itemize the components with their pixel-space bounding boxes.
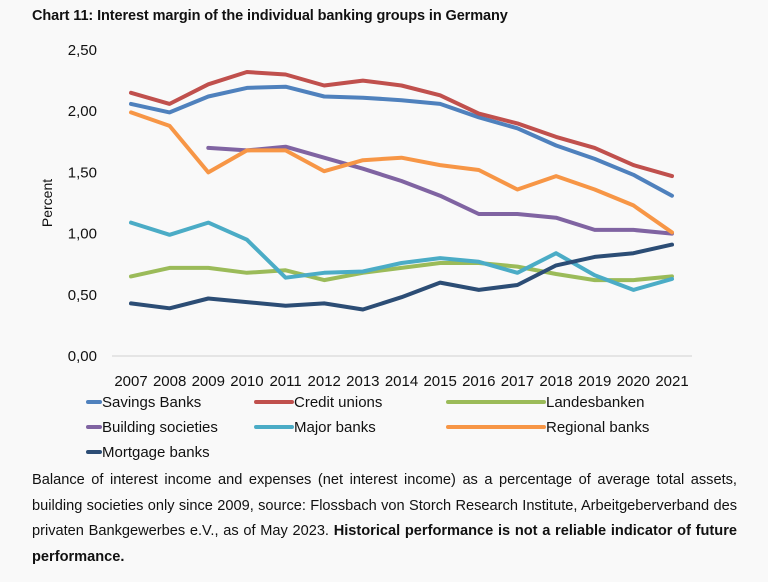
chart-caption: Balance of interest income and expenses … bbox=[32, 468, 737, 570]
x-tick-label: 2008 bbox=[153, 373, 186, 390]
x-axis: 2007 2008 2009 2010 2011 2012 2013 2014 2015 2016… bbox=[114, 373, 688, 390]
x-tick-label: 2014 bbox=[385, 373, 418, 390]
series-line-savings-banks bbox=[129, 84, 674, 198]
x-tick-label: 2017 bbox=[501, 373, 534, 390]
legend-label: Mortgage banks bbox=[102, 444, 210, 461]
y-axis: 0,00 0,50 1,00 1,50 2,00 2,50 bbox=[68, 42, 97, 365]
y-tick-label: 2,50 bbox=[68, 42, 97, 59]
legend-label: Building societies bbox=[102, 419, 218, 436]
x-tick-label: 2009 bbox=[192, 373, 225, 390]
y-axis-label: Percent bbox=[39, 179, 55, 227]
x-tick-label: 2021 bbox=[655, 373, 688, 390]
x-tick-label: 2013 bbox=[346, 373, 379, 390]
legend-item: Major banks bbox=[254, 419, 376, 436]
series-line-credit-unions bbox=[129, 70, 674, 179]
legend-item: Credit unions bbox=[254, 394, 382, 411]
series-line-landesbanken bbox=[129, 261, 674, 283]
series-line-building-societies bbox=[206, 144, 674, 236]
series-line-regional-banks bbox=[129, 110, 674, 235]
series-line-major-banks bbox=[129, 220, 674, 292]
caption-disclaimer: Historical performance is not a reliable… bbox=[32, 523, 737, 565]
y-tick-label: 1,00 bbox=[68, 226, 97, 243]
legend: Savings Banks Credit unions Landesbanken Bu… bbox=[86, 394, 649, 461]
y-tick-label: 2,00 bbox=[68, 103, 97, 120]
series-line-mortgage-banks bbox=[129, 242, 674, 312]
x-tick-label: 2007 bbox=[114, 373, 147, 390]
legend-item: Mortgage banks bbox=[86, 444, 210, 461]
chart-title: Chart 11: Interest margin of the individ… bbox=[32, 8, 508, 24]
y-tick-label: 0,00 bbox=[68, 348, 97, 365]
legend-label: Regional banks bbox=[546, 419, 649, 436]
legend-label: Major banks bbox=[294, 419, 376, 436]
y-tick-label: 0,50 bbox=[68, 287, 97, 304]
legend-item: Regional banks bbox=[446, 419, 649, 436]
x-tick-label: 2020 bbox=[617, 373, 650, 390]
legend-label: Savings Banks bbox=[102, 394, 201, 411]
x-tick-label: 2010 bbox=[230, 373, 263, 390]
x-tick-label: 2016 bbox=[462, 373, 495, 390]
legend-item: Savings Banks bbox=[86, 394, 201, 411]
x-tick-label: 2019 bbox=[578, 373, 611, 390]
legend-item: Building societies bbox=[86, 419, 218, 436]
legend-label: Credit unions bbox=[294, 394, 382, 411]
line-chart: 0,000,501,001,502,002,50 Percent 2007 200… bbox=[39, 42, 692, 461]
legend-label: Landesbanken bbox=[546, 394, 644, 411]
x-tick-label: 2015 bbox=[423, 373, 456, 390]
caption-text: Balance of interest income and expenses … bbox=[32, 472, 737, 539]
series-lines bbox=[129, 70, 674, 312]
x-tick-label: 2011 bbox=[269, 373, 301, 390]
x-tick-label: 2018 bbox=[539, 373, 572, 390]
x-tick-label: 2012 bbox=[308, 373, 341, 390]
legend-item: Landesbanken bbox=[446, 394, 644, 411]
y-tick-label: 1,50 bbox=[68, 164, 97, 181]
